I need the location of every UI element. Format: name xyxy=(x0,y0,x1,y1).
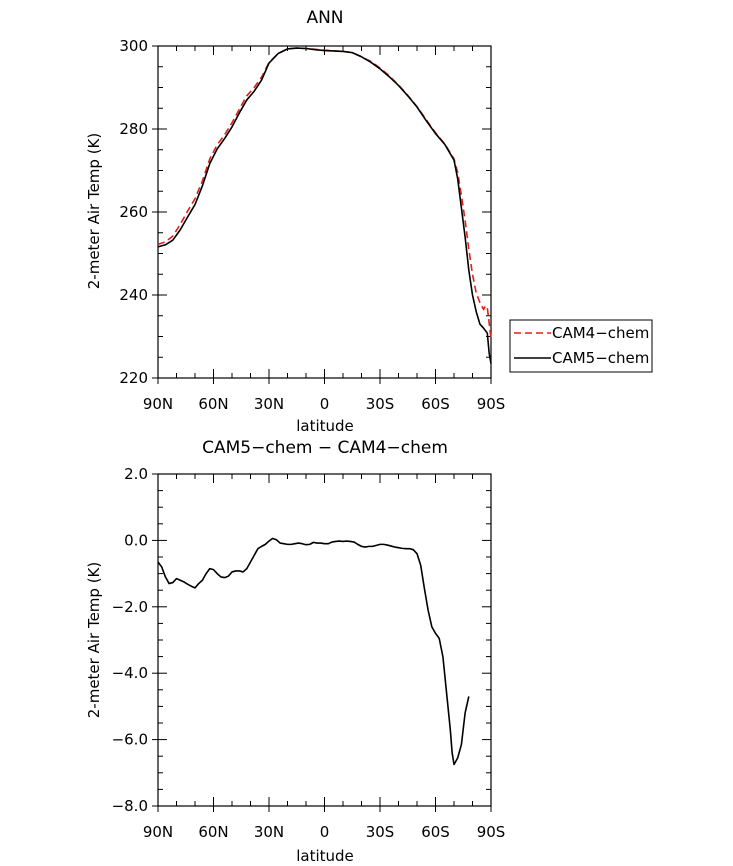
bottom-x-tick-label: 0 xyxy=(320,823,330,841)
legend-box xyxy=(509,319,653,373)
legend-label-cam4: CAM4−chem xyxy=(552,324,649,342)
top-chart-title: ANN xyxy=(306,8,343,28)
legend-label-cam5: CAM5−chem xyxy=(552,349,649,367)
bottom-plot-area: 90N 60N 30N 0 30S 60S 90S −8.0 −6.0 −4.0 −2.0 0.0 2.… xyxy=(112,465,506,841)
legend: CAM4−chem CAM5−chem xyxy=(509,319,653,373)
bottom-y-tick-label: −4.0 xyxy=(112,664,148,682)
top-x-tick-label: 90N xyxy=(143,395,173,413)
bottom-plot-frame xyxy=(157,473,492,807)
bottom-y-tick-label: 0.0 xyxy=(124,531,148,549)
top-x-tick-label: 30N xyxy=(254,395,284,413)
top-series-line-0 xyxy=(157,47,492,339)
top-plot-frame xyxy=(157,45,492,379)
top-x-tick-label: 60N xyxy=(198,395,228,413)
top-x-tick-label: 60S xyxy=(421,395,450,413)
top-y-tick-label: 280 xyxy=(119,120,148,138)
bottom-y-tick-label: −6.0 xyxy=(112,731,148,749)
bottom-y-tick-label: 2.0 xyxy=(124,465,148,483)
top-x-axis-label: latitude xyxy=(296,417,354,435)
bottom-y-tick-label: −8.0 xyxy=(112,797,148,815)
bottom-x-tick-label: 60N xyxy=(198,823,228,841)
top-y-tick-label: 240 xyxy=(119,286,148,304)
bottom-x-tick-label: 30N xyxy=(254,823,284,841)
bottom-x-axis-label: latitude xyxy=(296,847,354,865)
top-x-tick-label: 30S xyxy=(366,395,395,413)
bottom-chart-title: CAM5−chem − CAM4−chem xyxy=(202,438,448,458)
top-panel: ANN 90N 60N 30N 0 30S 60S 90S 220 240 260 280 300 l… xyxy=(85,8,505,435)
bottom-y-tick-label: −2.0 xyxy=(112,598,148,616)
bottom-x-tick-label: 90S xyxy=(477,823,506,841)
top-x-tick-label: 0 xyxy=(320,395,330,413)
top-y-axis-label: 2-meter Air Temp (K) xyxy=(85,133,103,290)
top-x-tick-label: 90S xyxy=(477,395,506,413)
bottom-y-axis-label: 2-meter Air Temp (K) xyxy=(85,562,103,719)
bottom-x-tick-label: 30S xyxy=(366,823,395,841)
top-y-tick-label: 220 xyxy=(119,369,148,387)
top-plot-area: 90N 60N 30N 0 30S 60S 90S 220 240 260 280 300 xyxy=(119,37,505,413)
top-y-tick-label: 260 xyxy=(119,203,148,221)
bottom-series-line-0 xyxy=(157,537,470,766)
bottom-panel: CAM5−chem − CAM4−chem 90N 60N 30N 0 30S 60S 90… xyxy=(85,438,505,865)
top-y-tick-label: 300 xyxy=(119,37,148,55)
bottom-x-tick-label: 90N xyxy=(143,823,173,841)
top-series-line-1 xyxy=(157,47,492,364)
bottom-x-tick-label: 60S xyxy=(421,823,450,841)
